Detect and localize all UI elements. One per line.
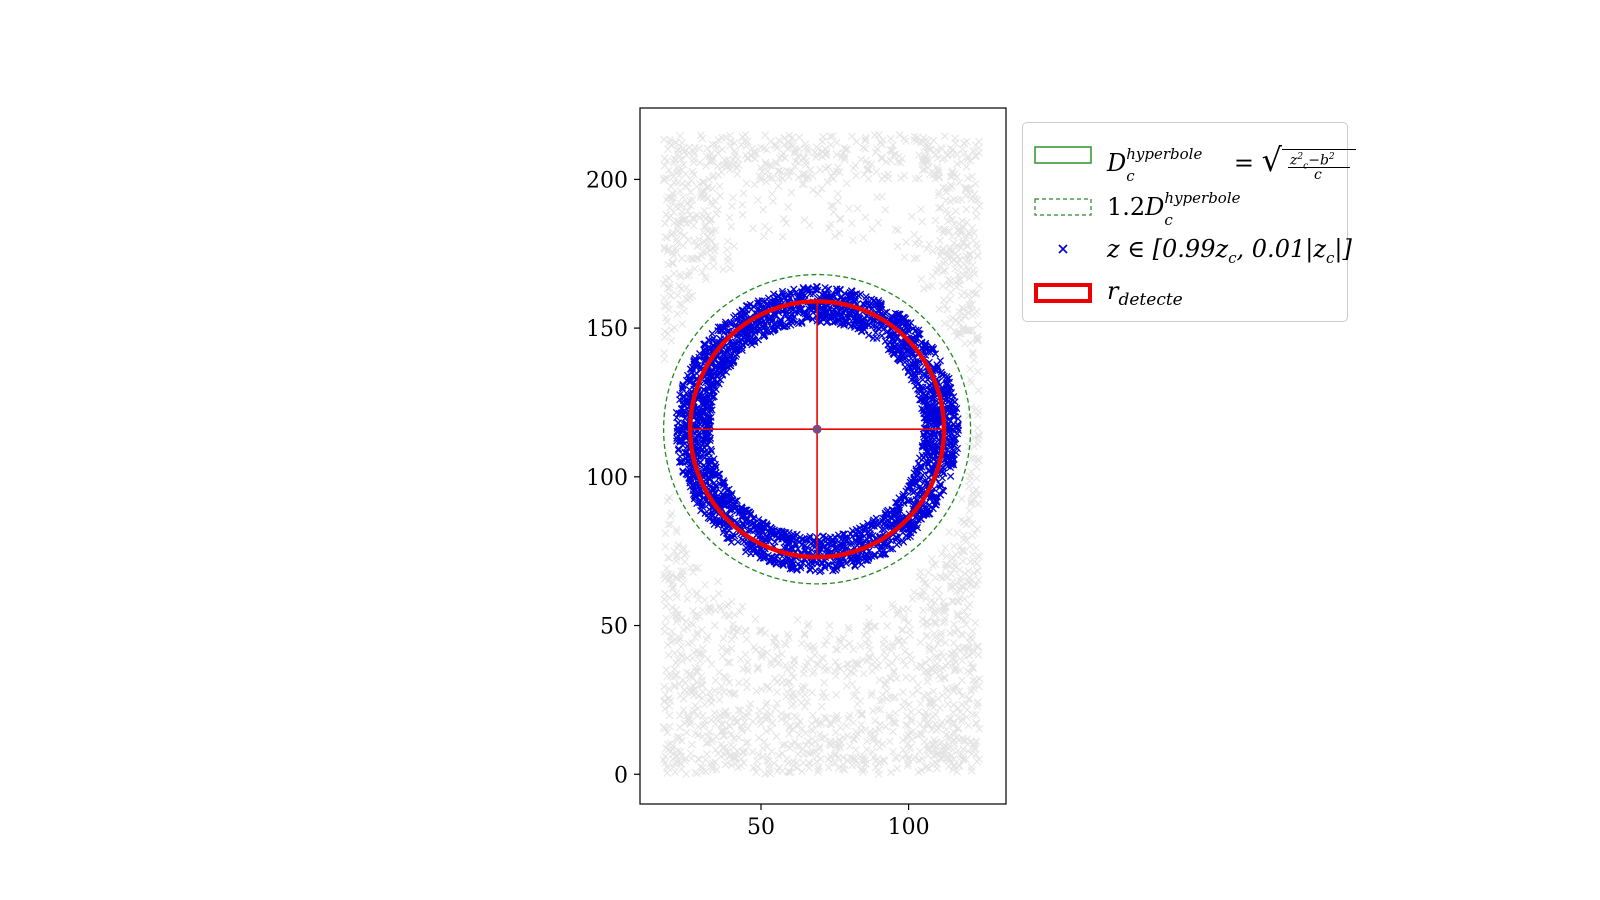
plot-area bbox=[659, 131, 984, 778]
y-tick-label: 200 bbox=[586, 168, 628, 193]
legend-label-r-detecte: rdetecte bbox=[1107, 277, 1183, 310]
legend-marker-red-thick-rect bbox=[1034, 283, 1092, 303]
legend-marker-green-rect bbox=[1034, 146, 1092, 164]
legend: D hyperbole c = √ z2c−b2 c 1.2D hyperbol… bbox=[1022, 122, 1357, 322]
y-tick-label: 100 bbox=[586, 466, 628, 491]
background-points bbox=[659, 131, 984, 778]
legend-marker-blue-x bbox=[1058, 244, 1068, 254]
y-tick-label: 150 bbox=[586, 317, 628, 342]
axes: 50 100 0 50 100 150 200 bbox=[586, 107, 1007, 840]
legend-entry-r-detecte bbox=[1031, 273, 1095, 313]
center-point bbox=[812, 424, 822, 434]
legend-label-z-range: z ∈ [0.99zc, 0.01|zc|] bbox=[1107, 235, 1352, 267]
legend-entry-hyperbole-1-2 bbox=[1031, 187, 1095, 227]
axes-frame bbox=[639, 107, 1007, 805]
y-tick-label: 50 bbox=[600, 615, 628, 640]
legend-label-hyperbole: D hyperbole c = √ z2c−b2 c bbox=[1107, 141, 1357, 185]
blue-points bbox=[672, 283, 963, 576]
legend-entry-z-range bbox=[1031, 229, 1095, 269]
y-tick-label: 0 bbox=[614, 763, 628, 788]
legend-entry-hyperbole bbox=[1031, 135, 1095, 175]
x-tick-label: 100 bbox=[888, 815, 930, 840]
blue-points-path bbox=[672, 283, 963, 576]
hyperbole-1-2-circle bbox=[662, 273, 972, 585]
plot-inner bbox=[659, 131, 984, 778]
legend-marker-green-dashed-rect bbox=[1034, 198, 1092, 216]
background-points-path bbox=[659, 131, 984, 778]
x-tick-label: 50 bbox=[747, 815, 775, 840]
legend-label-hyperbole-1-2: 1.2D hyperbole c bbox=[1107, 189, 1241, 229]
